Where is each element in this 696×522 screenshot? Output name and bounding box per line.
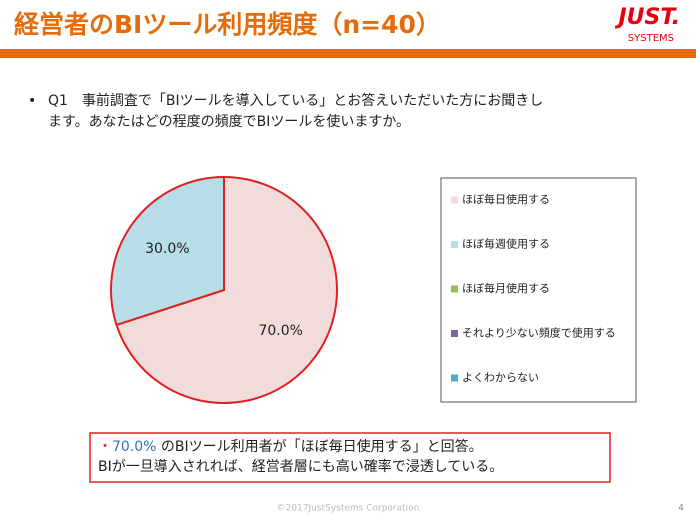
- legend-swatch: [451, 374, 458, 382]
- callout-mark: ・: [98, 439, 112, 455]
- slide-title: 経営者のBIツール利用頻度（n=40）: [14, 10, 441, 39]
- callout-highlight: 70.0%: [112, 439, 156, 455]
- callout-line: ・70.0% のBIツール利用者が「ほぼ毎日使用する」と回答。: [98, 438, 483, 455]
- page-number: 4: [678, 504, 684, 514]
- header-bar: [0, 49, 696, 58]
- slice-label: 30.0%: [145, 241, 189, 257]
- callout-box: [89, 432, 611, 483]
- logo-sub: SYSTEMS: [628, 33, 674, 44]
- question-line: Q1 事前調査で「BIツールを導入している」とお答えいただいた方にお聞きし: [48, 92, 543, 109]
- legend-label: ほぼ毎月使用する: [462, 282, 550, 295]
- legend-label: ほぼ毎日使用する: [462, 193, 550, 206]
- pie-slice: [110, 175, 225, 327]
- slice-label: 70.0%: [258, 323, 302, 339]
- logo-main: JUST.: [614, 5, 680, 30]
- legend-label: それより少ない頻度で使用する: [462, 326, 616, 340]
- legend-label: よくわからない: [462, 371, 539, 384]
- legend-box: [440, 177, 637, 403]
- legend-swatch: [451, 330, 458, 337]
- legend-label: ほぼ毎週使用する: [462, 238, 550, 251]
- legend-swatch: [451, 196, 458, 204]
- legend-swatch: [451, 285, 458, 293]
- question-line: ます。あなたはどの程度の頻度でBIツールを使いますか。: [48, 113, 410, 130]
- bullet: •: [28, 93, 36, 109]
- copyright: ©2017JustSystems Corporation: [277, 504, 420, 514]
- legend-swatch: [451, 241, 458, 248]
- callout-line: BIが一旦導入されれば、経営者層にも高い確率で浸透している。: [98, 458, 503, 475]
- pie-slice: [115, 175, 338, 404]
- callout-text: のBIツール利用者が「ほぼ毎日使用する」と回答。: [156, 438, 482, 455]
